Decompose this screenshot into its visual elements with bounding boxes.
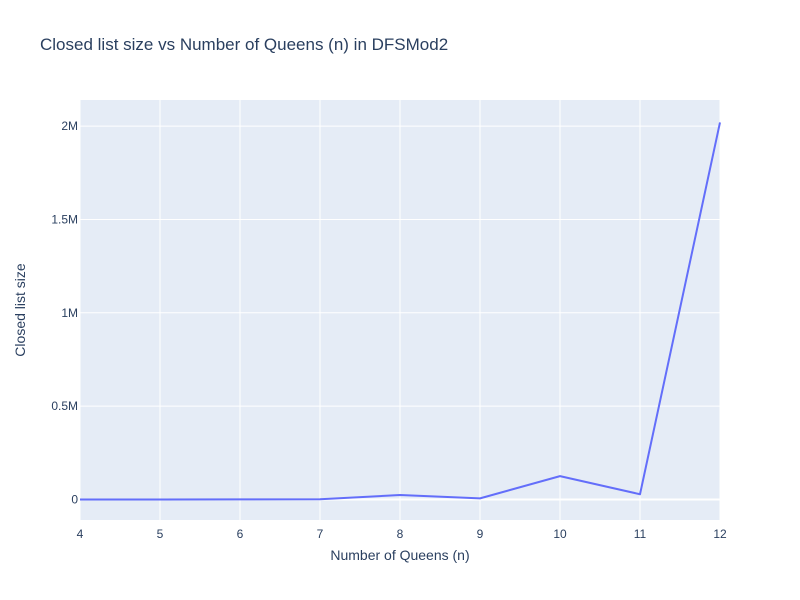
chart-title: Closed list size vs Number of Queens (n)…: [40, 35, 448, 54]
grid-lines: [79, 100, 721, 520]
series-layer: [80, 122, 721, 501]
y-tick-label: 0: [71, 492, 78, 506]
x-tick-label: 8: [397, 527, 404, 541]
y-tick-label: 1.5M: [51, 212, 78, 226]
x-tick-label: 9: [477, 527, 484, 541]
y-axis-title: Closed list size: [12, 263, 28, 357]
y-axis-ticks: 0 0.5M 1M 1.5M 2M: [51, 119, 78, 506]
y-tick-label: 0.5M: [51, 399, 78, 413]
x-tick-label: 11: [634, 527, 647, 541]
x-tick-label: 10: [553, 527, 567, 541]
y-tick-label: 2M: [61, 119, 78, 133]
x-tick-label: 5: [157, 527, 164, 541]
y-tick-label: 1M: [61, 306, 78, 320]
x-tick-label: 6: [237, 527, 244, 541]
series-line: [80, 122, 721, 501]
x-axis-title: Number of Queens (n): [330, 547, 469, 563]
x-tick-label: 12: [713, 527, 727, 541]
x-tick-label: 4: [77, 527, 84, 541]
x-axis-ticks: 4 5 6 7 8 9 10 11 12: [77, 527, 727, 541]
x-tick-label: 7: [317, 527, 324, 541]
